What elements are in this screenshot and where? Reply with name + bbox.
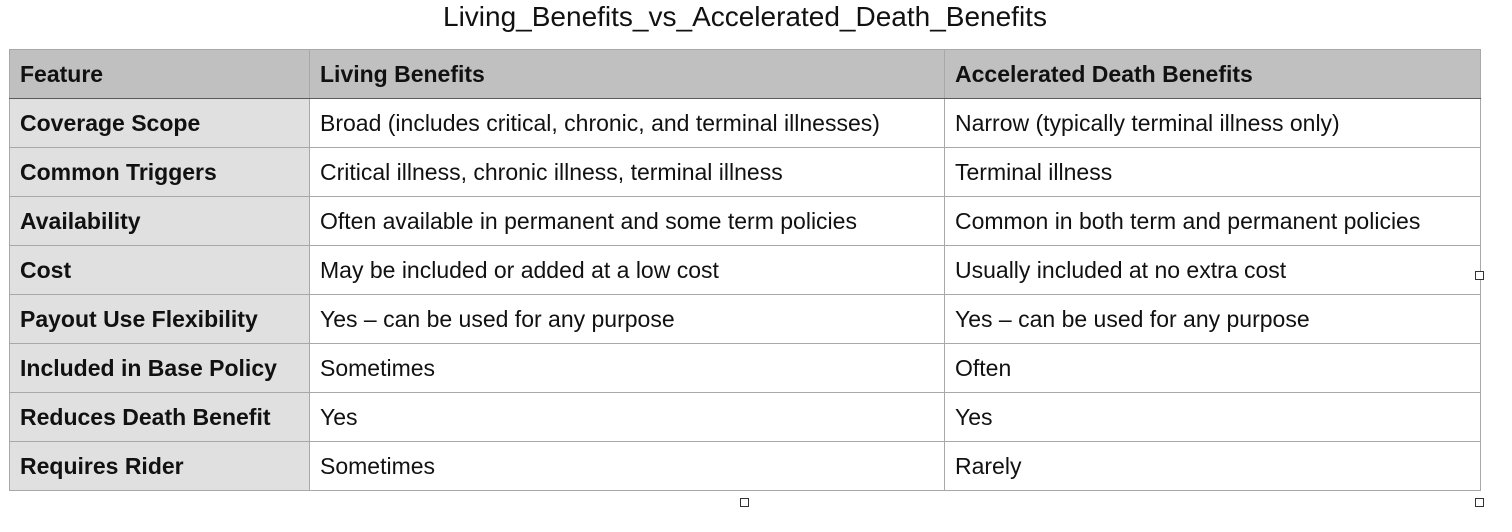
accelerated-death-benefits-cell[interactable]: Yes – can be used for any purpose	[944, 294, 1481, 344]
header-cell-living-benefits[interactable]: Living Benefits	[309, 49, 945, 99]
table-row: Included in Base Policy Sometimes Often	[9, 343, 1481, 393]
resize-handle-bottom[interactable]	[740, 498, 749, 507]
comparison-table[interactable]: Feature Living Benefits Accelerated Deat…	[9, 49, 1481, 491]
living-benefits-cell[interactable]: May be included or added at a low cost	[309, 245, 945, 295]
feature-cell[interactable]: Common Triggers	[9, 147, 310, 197]
resize-handle-right[interactable]	[1475, 271, 1484, 280]
living-benefits-cell[interactable]: Yes	[309, 392, 945, 442]
feature-cell[interactable]: Reduces Death Benefit	[9, 392, 310, 442]
accelerated-death-benefits-cell[interactable]: Terminal illness	[944, 147, 1481, 197]
header-cell-feature[interactable]: Feature	[9, 49, 310, 99]
feature-cell[interactable]: Requires Rider	[9, 441, 310, 491]
table-row: Availability Often available in permanen…	[9, 196, 1481, 246]
header-cell-accelerated-death-benefits[interactable]: Accelerated Death Benefits	[944, 49, 1481, 99]
document-title: Living_Benefits_vs_Accelerated_Death_Ben…	[443, 1, 1047, 32]
table-row: Common Triggers Critical illness, chroni…	[9, 147, 1481, 197]
accelerated-death-benefits-cell[interactable]: Narrow (typically terminal illness only)	[944, 98, 1481, 148]
living-benefits-cell[interactable]: Critical illness, chronic illness, termi…	[309, 147, 945, 197]
header-row: Feature Living Benefits Accelerated Deat…	[9, 49, 1481, 99]
living-benefits-cell[interactable]: Yes – can be used for any purpose	[309, 294, 945, 344]
feature-cell[interactable]: Included in Base Policy	[9, 343, 310, 393]
table-row: Payout Use Flexibility Yes – can be used…	[9, 294, 1481, 344]
accelerated-death-benefits-cell[interactable]: Yes	[944, 392, 1481, 442]
accelerated-death-benefits-cell[interactable]: Rarely	[944, 441, 1481, 491]
living-benefits-cell[interactable]: Broad (includes critical, chronic, and t…	[309, 98, 945, 148]
living-benefits-cell[interactable]: Sometimes	[309, 343, 945, 393]
accelerated-death-benefits-cell[interactable]: Usually included at no extra cost	[944, 245, 1481, 295]
living-benefits-cell[interactable]: Often available in permanent and some te…	[309, 196, 945, 246]
feature-cell[interactable]: Payout Use Flexibility	[9, 294, 310, 344]
feature-cell[interactable]: Availability	[9, 196, 310, 246]
table-row: Reduces Death Benefit Yes Yes	[9, 392, 1481, 442]
accelerated-death-benefits-cell[interactable]: Often	[944, 343, 1481, 393]
table-row: Coverage Scope Broad (includes critical,…	[9, 98, 1481, 148]
feature-cell[interactable]: Coverage Scope	[9, 98, 310, 148]
feature-cell[interactable]: Cost	[9, 245, 310, 295]
table-row: Cost May be included or added at a low c…	[9, 245, 1481, 295]
resize-handle-corner[interactable]	[1475, 498, 1484, 507]
comparison-table-container[interactable]: Feature Living Benefits Accelerated Deat…	[9, 49, 1481, 491]
table-row: Requires Rider Sometimes Rarely	[9, 441, 1481, 491]
living-benefits-cell[interactable]: Sometimes	[309, 441, 945, 491]
accelerated-death-benefits-cell[interactable]: Common in both term and permanent polici…	[944, 196, 1481, 246]
